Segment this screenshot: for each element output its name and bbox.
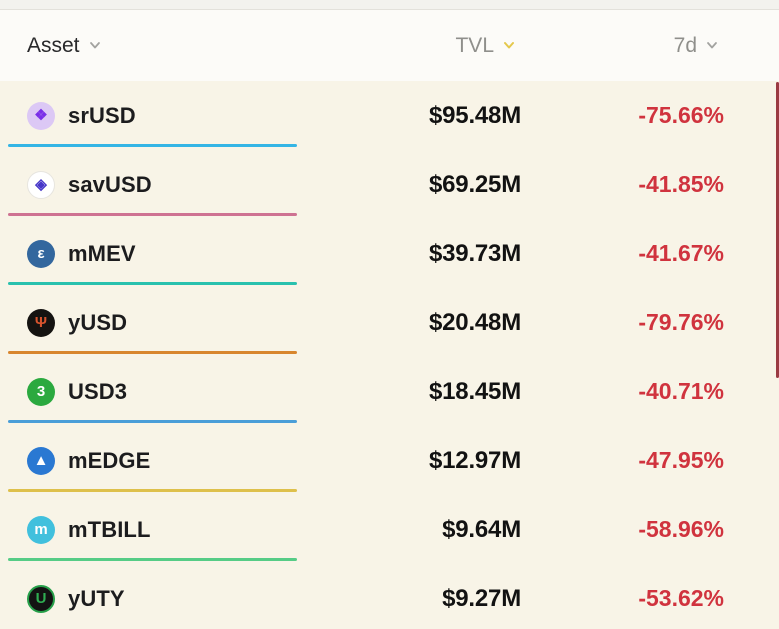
asset-column-label: Asset <box>27 33 80 57</box>
table-header: Asset TVL 7d <box>0 10 779 81</box>
sevend-column-label: 7d <box>673 33 697 57</box>
table-row[interactable]: m mTBILL $9.64M -58.96% <box>0 495 779 564</box>
tvl-value: $18.45M <box>429 377 521 405</box>
usd3-three-icon: 3 <box>27 377 55 406</box>
change-7d-value: -58.96% <box>638 516 724 542</box>
medge-delta-icon: ▲ <box>27 446 55 475</box>
table-row[interactable]: Ψ yUSD $20.48M -79.76% <box>0 288 779 357</box>
asset-underline-bar <box>8 558 297 561</box>
asset-name: mEDGE <box>68 447 151 473</box>
chevron-down-icon[interactable] <box>704 37 720 58</box>
change-7d-value: -47.95% <box>638 447 724 473</box>
column-header-7d[interactable]: 7d <box>521 34 724 58</box>
table-row[interactable]: U yUTY $9.27M -53.62% <box>0 564 779 629</box>
asset-name: yUTY <box>68 585 125 611</box>
tvl-value: $20.48M <box>429 308 521 336</box>
asset-name: mTBILL <box>68 516 151 542</box>
asset-cell: ❖ srUSD <box>0 101 366 130</box>
change-7d-value: -41.67% <box>638 240 724 266</box>
tvl-column-label: TVL <box>455 33 494 57</box>
sort-chevron-down-icon[interactable] <box>501 37 517 58</box>
table-row[interactable]: ε mMEV $39.73M -41.67% <box>0 219 779 288</box>
table-row[interactable]: ❖ srUSD $95.48M -75.66% <box>0 81 779 150</box>
tvl-value: $9.27M <box>442 584 521 612</box>
mmev-midas-icon: ε <box>27 239 55 268</box>
chevron-down-icon[interactable] <box>87 37 103 58</box>
asset-underline-bar <box>8 351 297 354</box>
asset-cell: ◈ savUSD <box>0 170 366 199</box>
coin-glyph: U <box>35 590 47 607</box>
change-7d-value: -41.85% <box>638 171 724 197</box>
table-body: ❖ srUSD $95.48M -75.66% ◈ savUSD $69.25M… <box>0 81 779 629</box>
coin-glyph: m <box>34 521 48 538</box>
table-row[interactable]: 3 USD3 $18.45M -40.71% <box>0 357 779 426</box>
asset-cell: m mTBILL <box>0 515 366 544</box>
asset-underline-bar <box>8 213 297 216</box>
tvl-value: $69.25M <box>429 170 521 198</box>
asset-cell: 3 USD3 <box>0 377 366 406</box>
change-7d-value: -79.76% <box>638 309 724 335</box>
top-strip <box>0 0 779 10</box>
asset-name: USD3 <box>68 378 128 404</box>
asset-cell: Ψ yUSD <box>0 308 366 337</box>
coin-glyph: 3 <box>36 383 46 400</box>
coin-glyph: ▲ <box>33 452 49 469</box>
tvl-value: $12.97M <box>429 446 521 474</box>
column-header-tvl[interactable]: TVL <box>366 34 521 58</box>
table-row[interactable]: ◈ savUSD $69.25M -41.85% <box>0 150 779 219</box>
asset-underline-bar <box>8 489 297 492</box>
tvl-value: $95.48M <box>429 101 521 129</box>
tvl-value: $39.73M <box>429 239 521 267</box>
coin-glyph: ◈ <box>35 176 47 193</box>
table-row[interactable]: ▲ mEDGE $12.97M -47.95% <box>0 426 779 495</box>
change-7d-value: -53.62% <box>638 585 724 611</box>
asset-name: mMEV <box>68 240 136 266</box>
savusd-diamond-icon: ◈ <box>27 170 55 199</box>
change-7d-value: -40.71% <box>638 378 724 404</box>
asset-cell: U yUTY <box>0 584 366 613</box>
srusd-pinwheel-icon: ❖ <box>27 101 55 130</box>
tvl-value: $9.64M <box>442 515 521 543</box>
asset-name: yUSD <box>68 309 128 335</box>
column-header-asset[interactable]: Asset <box>0 34 366 58</box>
scrollbar-thumb[interactable] <box>776 82 779 378</box>
coin-glyph: ❖ <box>34 107 48 124</box>
asset-cell: ε mMEV <box>0 239 366 268</box>
asset-underline-bar <box>8 144 297 147</box>
change-7d-value: -75.66% <box>638 102 724 128</box>
mtbill-midas-icon: m <box>27 515 55 544</box>
coin-glyph: ε <box>37 245 45 262</box>
asset-name: srUSD <box>68 102 136 128</box>
asset-underline-bar <box>8 282 297 285</box>
coin-glyph: Ψ <box>34 314 48 331</box>
asset-name: savUSD <box>68 171 152 197</box>
yuty-u-icon: U <box>27 584 55 613</box>
asset-underline-bar <box>8 420 297 423</box>
asset-cell: ▲ mEDGE <box>0 446 366 475</box>
yusd-trident-icon: Ψ <box>27 308 55 337</box>
